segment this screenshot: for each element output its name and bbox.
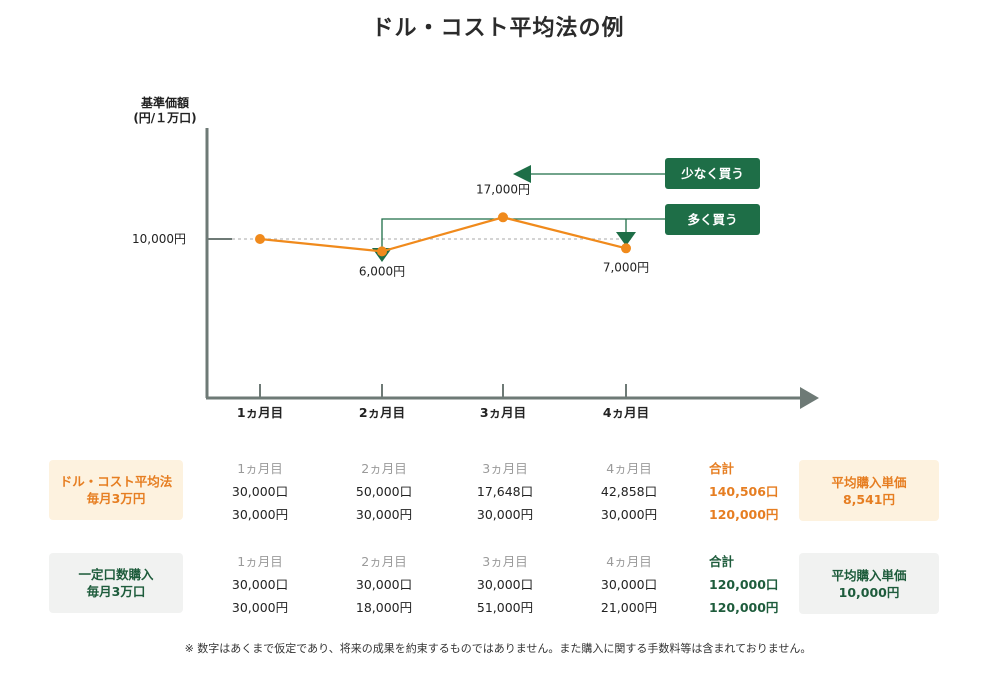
units-cell: 30,000口 (355, 577, 413, 592)
annotation-buy-less-arrow-icon (513, 165, 531, 183)
month-header: 4ヵ月目 (606, 461, 652, 476)
amount-cell: 30,000円 (600, 507, 658, 522)
x-tick-label: 1ヵ月目 (237, 405, 283, 420)
month-header: 1ヵ月目 (237, 554, 283, 569)
average-price-label: 平均購入単価 (831, 474, 907, 490)
x-tick-label: 2ヵ月目 (359, 405, 405, 420)
dca-col-4: 4ヵ月目 42,858口 30,000円 (574, 457, 684, 526)
month-header: 3ヵ月目 (482, 461, 528, 476)
month-header: 2ヵ月目 (361, 461, 407, 476)
dca-method-label: ドル・コスト平均法 毎月3万円 (49, 460, 183, 520)
price-point (498, 212, 508, 223)
amount-cell: 18,000円 (355, 600, 413, 615)
x-axis-arrow-icon (800, 387, 819, 409)
units-cell: 30,000口 (231, 484, 289, 499)
fixed-col-2: 2ヵ月目 30,000口 18,000円 (329, 550, 439, 619)
total-label: 合計 (709, 554, 735, 569)
annotation-buy-less-box (665, 158, 760, 189)
average-price-label: 平均購入単価 (831, 567, 907, 583)
annotation-buy-more-arrow-icon (616, 232, 636, 246)
amount-cell: 51,000円 (476, 600, 534, 615)
x-tick-label: 4ヵ月目 (603, 405, 649, 420)
fixed-average-price: 平均購入単価 10,000円 (799, 553, 939, 614)
units-cell: 30,000口 (600, 577, 658, 592)
total-amount: 120,000円 (709, 600, 779, 615)
dca-col-2: 2ヵ月目 50,000口 30,000円 (329, 457, 439, 526)
annotation-buy-more-label: 多く買う (687, 212, 737, 227)
amount-cell: 30,000円 (231, 507, 289, 522)
month-header: 1ヵ月目 (237, 461, 283, 476)
amount-cell: 30,000円 (476, 507, 534, 522)
month-header: 3ヵ月目 (482, 554, 528, 569)
units-cell: 17,648口 (476, 484, 534, 499)
units-cell: 30,000口 (476, 577, 534, 592)
dca-col-1: 1ヵ月目 30,000口 30,000円 (205, 457, 315, 526)
amount-cell: 21,000円 (600, 600, 658, 615)
amount-cell: 30,000円 (355, 507, 413, 522)
annotation-buy-more-box (665, 204, 760, 235)
annotation-buy-less-label: 少なく買う (680, 166, 744, 181)
price-point (377, 246, 387, 257)
dca-total: 合計 140,506口 120,000円 (709, 457, 789, 526)
reference-label: 10,000円 (132, 232, 186, 246)
units-cell: 50,000口 (355, 484, 413, 499)
fixed-total: 合計 120,000口 120,000円 (709, 550, 789, 619)
total-amount: 120,000円 (709, 507, 779, 522)
total-label: 合計 (709, 461, 735, 476)
average-price-value: 10,000円 (838, 584, 900, 600)
dca-col-3: 3ヵ月目 17,648口 30,000円 (450, 457, 560, 526)
total-units: 120,000口 (709, 577, 779, 592)
dca-method-name: ドル・コスト平均法 (59, 474, 173, 489)
units-cell: 30,000口 (231, 577, 289, 592)
amount-cell: 30,000円 (231, 600, 289, 615)
fixed-col-1: 1ヵ月目 30,000口 30,000円 (205, 550, 315, 619)
dca-method-amount: 毎月3万円 (86, 491, 146, 506)
annotation-buy-more-bracket (381, 218, 665, 250)
fixed-col-4: 4ヵ月目 30,000口 21,000円 (574, 550, 684, 619)
y-axis-title: 基準価額 (140, 95, 189, 110)
fixed-units-amount: 毎月3万口 (86, 584, 146, 599)
point-label: 6,000円 (359, 264, 405, 278)
footnote: ※ 数字はあくまで仮定であり、将来の成果を約束するものではありません。また購入に… (184, 642, 812, 655)
average-price-value: 8,541円 (842, 491, 896, 507)
month-header: 4ヵ月目 (606, 554, 652, 569)
point-label: 17,000円 (476, 182, 530, 196)
price-line (259, 216, 627, 253)
fixed-units-label: 一定口数購入 毎月3万口 (49, 553, 183, 613)
point-label: 7,000円 (603, 260, 649, 274)
price-point (255, 234, 265, 244)
x-tick-label: 3ヵ月目 (480, 405, 526, 420)
fixed-units-name: 一定口数購入 (78, 567, 154, 582)
price-point (621, 243, 631, 254)
month-header: 2ヵ月目 (361, 554, 407, 569)
fixed-col-3: 3ヵ月目 30,000口 51,000円 (450, 550, 560, 619)
y-axis-unit: (円/１万口) (133, 111, 196, 125)
units-cell: 42,858口 (600, 484, 658, 499)
total-units: 140,506口 (709, 484, 779, 499)
dca-average-price: 平均購入単価 8,541円 (799, 460, 939, 521)
page-title: ドル・コスト平均法の例 (371, 16, 625, 41)
